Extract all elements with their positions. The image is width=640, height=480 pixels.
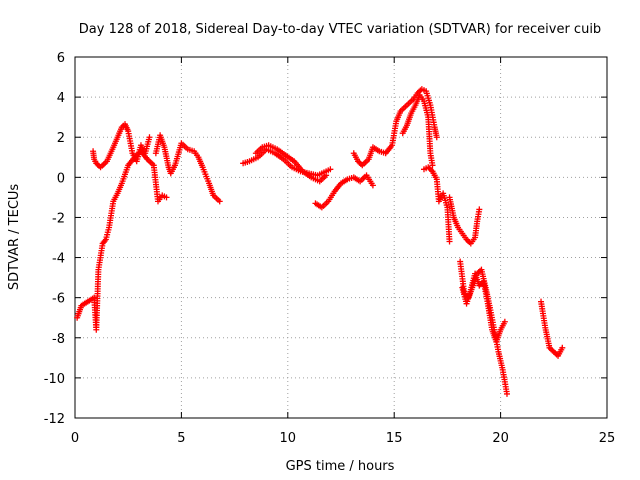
data-point	[369, 182, 376, 189]
y-tick-label: 2	[57, 131, 65, 146]
data-point	[323, 172, 330, 179]
x-tick-label: 15	[386, 431, 403, 446]
data-points	[74, 86, 566, 397]
series-arc-3	[152, 132, 223, 205]
axis-ticks: 0 5 10 15 20 25 -12 -10 -8 -6 -4 -2 0 2 4 6	[44, 51, 616, 446]
y-tick-label: -10	[44, 372, 65, 387]
y-tick-label: -12	[44, 412, 65, 427]
y-tick-label: -6	[52, 292, 65, 307]
y-tick-label: 0	[57, 171, 65, 186]
data-point	[476, 206, 483, 213]
data-point	[146, 134, 153, 141]
x-tick-label: 5	[177, 431, 185, 446]
y-tick-label: 4	[57, 91, 65, 106]
x-tick-label: 25	[599, 431, 616, 446]
x-axis-label: GPS time / hours	[286, 459, 395, 474]
data-point	[429, 162, 436, 169]
data-point	[216, 198, 223, 205]
series-arc-12	[459, 270, 508, 345]
y-tick-label: -8	[52, 332, 65, 347]
series-arc-7	[350, 86, 440, 169]
y-axis-label: SDTVAR / TECUs	[7, 184, 22, 291]
data-point	[501, 318, 508, 325]
series-arc-8	[399, 92, 436, 169]
series-arc-13	[538, 298, 566, 359]
series-arc-5	[252, 142, 330, 185]
data-point	[101, 237, 108, 244]
data-point	[327, 166, 334, 173]
data-point	[446, 238, 453, 245]
data-point	[559, 344, 566, 351]
series-arc-6	[312, 172, 376, 211]
series-arc-2	[90, 121, 153, 171]
data-point	[503, 390, 510, 397]
data-point	[433, 134, 440, 141]
y-tick-label: 6	[57, 51, 65, 66]
chart-title: Day 128 of 2018, Sidereal Day-to-day VTE…	[79, 22, 601, 37]
x-tick-label: 0	[71, 431, 79, 446]
plot-frame	[74, 56, 608, 419]
series-arc-9	[420, 164, 453, 245]
x-tick-label: 10	[280, 431, 297, 446]
y-tick-label: -2	[52, 211, 65, 226]
y-tick-label: -4	[52, 252, 65, 267]
x-tick-label: 20	[492, 431, 509, 446]
data-point	[163, 194, 170, 201]
series-arc-10	[446, 194, 483, 247]
